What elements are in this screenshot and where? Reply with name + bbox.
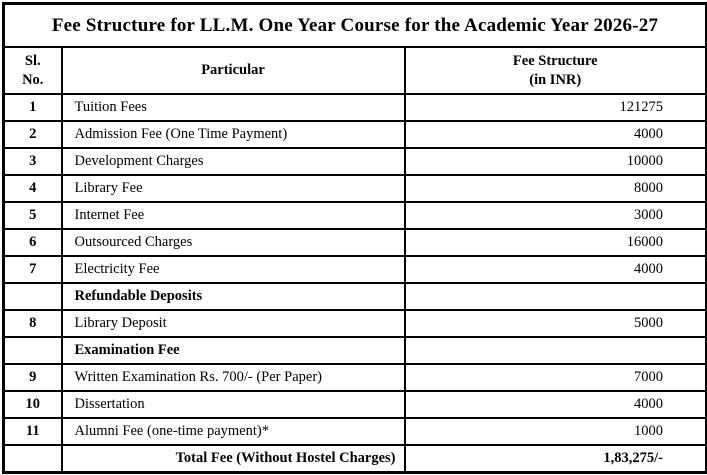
cell-fee: 10000 <box>403 147 707 176</box>
cell-fee: 5000 <box>403 309 707 338</box>
table-row: 6 Outsourced Charges 16000 <box>2 228 707 257</box>
cell-fee: 4000 <box>403 390 707 419</box>
cell-sl-no: 1 <box>2 93 63 122</box>
fee-table-body: 1 Tuition Fees 121275 2 Admission Fee (One T… <box>2 93 707 474</box>
table-row: 4 Library Fee 8000 <box>2 174 707 203</box>
table-row: 8 Library Deposit 5000 <box>2 309 707 338</box>
cell-sl-no: 10 <box>2 390 63 419</box>
table-row: 11 Alumni Fee (one-time payment)* 1000 <box>2 417 707 446</box>
table-row: 1 Tuition Fees 121275 <box>2 93 707 122</box>
cell-fee: 1000 <box>403 417 707 446</box>
cell-sl-no <box>2 336 63 365</box>
cell-particular: Library Fee <box>60 174 406 203</box>
cell-particular: Tuition Fees <box>60 93 406 122</box>
cell-fee: 1,83,275/- <box>403 444 707 474</box>
table-row: 3 Development Charges 10000 <box>2 147 707 176</box>
cell-sl-no: 2 <box>2 120 63 149</box>
cell-fee: 8000 <box>403 174 707 203</box>
table-row: 2 Admission Fee (One Time Payment) 4000 <box>2 120 707 149</box>
cell-particular: Alumni Fee (one-time payment)* <box>60 417 406 446</box>
cell-sl-no: 8 <box>2 309 63 338</box>
cell-particular: Admission Fee (One Time Payment) <box>60 120 406 149</box>
table-row: 10 Dissertation 4000 <box>2 390 707 419</box>
cell-sl-no <box>2 282 63 311</box>
cell-fee: 4000 <box>403 255 707 284</box>
cell-sl-no: 9 <box>2 363 63 392</box>
cell-sl-no: 6 <box>2 228 63 257</box>
cell-sl-no: 11 <box>2 417 63 446</box>
col-header-sl-no: Sl. No. <box>2 46 63 95</box>
cell-particular: Internet Fee <box>60 201 406 230</box>
title-row: Fee Structure for LL.M. One Year Course … <box>2 2 707 48</box>
col-header-fee: Fee Structure (in INR) <box>403 46 707 95</box>
cell-particular: Dissertation <box>60 390 406 419</box>
cell-fee: 121275 <box>403 93 707 122</box>
cell-particular: Examination Fee <box>60 336 406 365</box>
cell-fee: 7000 <box>403 363 707 392</box>
cell-fee: 3000 <box>403 201 707 230</box>
cell-fee <box>403 336 707 365</box>
cell-fee: 4000 <box>403 120 707 149</box>
cell-particular: Outsourced Charges <box>60 228 406 257</box>
col-header-particular: Particular <box>60 46 406 95</box>
cell-particular: Written Examination Rs. 700/- (Per Paper… <box>60 363 406 392</box>
cell-particular: Development Charges <box>60 147 406 176</box>
cell-sl-no: 4 <box>2 174 63 203</box>
table-row: 5 Internet Fee 3000 <box>2 201 707 230</box>
cell-fee: 16000 <box>403 228 707 257</box>
table-row: 7 Electricity Fee 4000 <box>2 255 707 284</box>
column-header-row: Sl. No. Particular Fee Structure (in INR… <box>2 46 707 95</box>
table-row: 9 Written Examination Rs. 700/- (Per Pape… <box>2 363 707 392</box>
cell-fee <box>403 282 707 311</box>
cell-sl-no <box>2 444 63 474</box>
cell-sl-no: 5 <box>2 201 63 230</box>
document-title: Fee Structure for LL.M. One Year Course … <box>2 2 707 48</box>
cell-particular: Refundable Deposits <box>60 282 406 311</box>
table-row: Total Fee (Without Hostel Charges) 1,83,2… <box>2 444 707 474</box>
table-row: Examination Fee <box>2 336 707 365</box>
cell-particular: Electricity Fee <box>60 255 406 284</box>
cell-particular: Total Fee (Without Hostel Charges) <box>60 444 406 474</box>
table-row: Refundable Deposits <box>2 282 707 311</box>
cell-sl-no: 7 <box>2 255 63 284</box>
cell-particular: Library Deposit <box>60 309 406 338</box>
cell-sl-no: 3 <box>2 147 63 176</box>
